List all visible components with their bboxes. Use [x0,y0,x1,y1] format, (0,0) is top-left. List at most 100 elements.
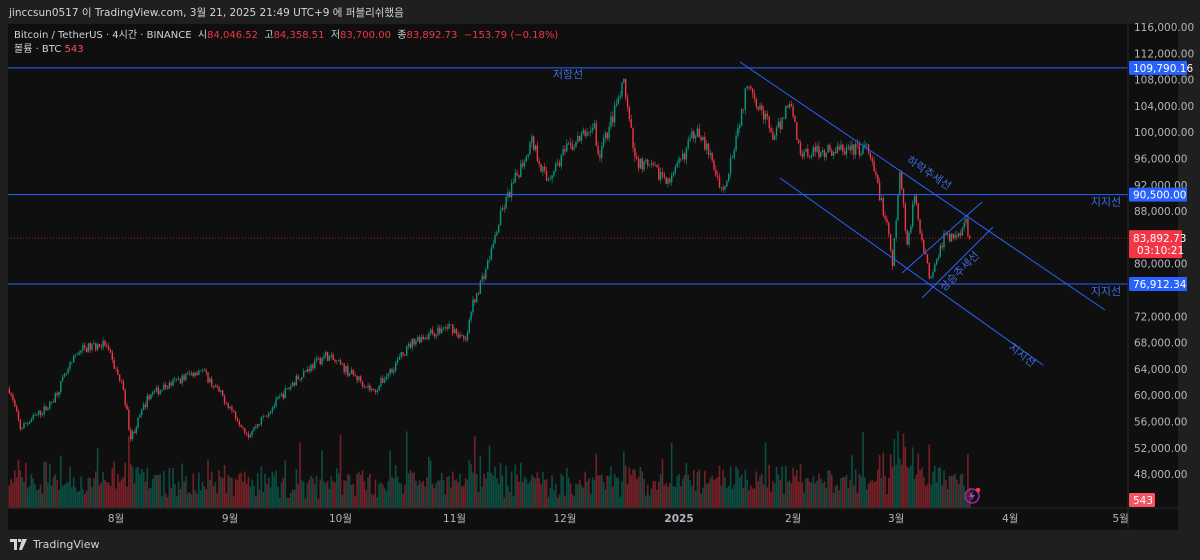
volume-bar [720,485,723,508]
down-trendline[interactable] [739,61,1106,311]
volume-bar [301,480,303,508]
candle [595,123,597,146]
volume-bar [661,459,664,508]
lower-support-trendline[interactable] [779,177,1044,366]
candle [245,433,248,434]
volume-bar [597,475,599,508]
candle [781,117,783,130]
price-tick-label: 68,000.00 [1134,338,1187,350]
last-volume-tag [1129,493,1155,507]
low-value: 83,700.00 [340,30,391,41]
time-tick-label: 3월 [888,513,904,525]
last-price-tag [1129,230,1182,259]
candle [396,359,399,363]
candle [148,395,150,400]
volume-bar [959,474,962,508]
candle [889,234,892,251]
up-channel-upper-line[interactable] [901,201,983,274]
volume-label[interactable]: 볼륨 · BTC [14,44,62,55]
candle [726,180,728,187]
price-axis[interactable]: 116,000.00 112,000.00 108,000.00 104,000.00… [1134,22,1194,481]
candle [711,153,713,161]
candle [564,149,566,152]
volume-bar [142,472,145,508]
volume-bar [440,473,443,508]
volume-bar [512,495,515,508]
candle [740,109,743,126]
volume-bar [808,481,811,508]
candle [277,397,279,399]
legend-ohlc-row: Bitcoin / TetherUS · 4시간 · BINANCE 시84,0… [14,29,558,43]
time-tick-label: 12월 [553,513,576,525]
volume-bar [610,466,612,508]
candle [321,357,323,365]
candle [113,359,115,369]
candle [853,144,855,155]
volume-bar [365,489,368,508]
volume-bar [155,475,158,508]
volume-bar [580,485,583,508]
volume-bar [956,479,958,508]
candle [529,142,531,155]
candle [762,110,765,120]
volume-bar [385,491,388,508]
candle [612,116,614,123]
chart-panel[interactable] [8,24,1178,530]
candle [380,378,382,386]
volume-bar [45,461,47,508]
volume-bar [183,481,185,508]
tradingview-brand[interactable]: TradingView [10,538,99,551]
volume-bar [836,484,839,508]
volume-bar [172,467,174,508]
volume-bar [391,476,393,508]
volume-bar [816,480,818,508]
candle [336,361,338,362]
up-channel-lower-line[interactable] [921,226,994,299]
candle [262,416,264,417]
volume-bar [613,473,616,508]
volume-bar [948,475,951,508]
volume-bar [192,473,195,508]
volume-bar [48,463,51,508]
flash-icon[interactable] [964,487,981,504]
low-label: 저 [330,30,341,41]
volume-bar [221,477,224,508]
time-axis[interactable]: 8월 9월 10월 11월 12월 2025 2월 3월 4월 5월 [108,513,1129,525]
volume-bar [772,481,774,508]
candle [439,327,441,334]
volume-bar [742,487,745,508]
volume-bar [496,478,498,508]
volume-bar [54,474,57,508]
candle [352,369,355,375]
candle [334,359,336,362]
candle [843,151,846,155]
volume-bar [65,482,68,508]
volume-bar [897,431,899,508]
candle [967,218,969,236]
volume-bar [915,474,918,508]
volume-bar [131,466,134,508]
candle [928,263,930,279]
candle [687,140,689,148]
volume-bar [784,465,787,508]
candle [753,93,756,99]
volume-bar [242,481,244,508]
candle [444,327,447,328]
volume-bar [267,477,270,508]
volume-bar [637,476,640,508]
volume-bar [389,450,391,508]
volume-bar [543,480,546,508]
volume-bar [400,483,402,508]
last-price-text: 83,892.73 [1133,233,1186,245]
price-tick-label: 72,000.00 [1134,311,1187,323]
volume-bar [558,494,561,508]
candle [875,171,877,176]
candle [435,334,437,337]
symbol-info[interactable]: Bitcoin / TetherUS · 4시간 · BINANCE [14,30,192,41]
volume-bar [494,466,496,508]
volume-bar [840,477,842,508]
candle [729,157,732,174]
volume-bar [492,475,494,508]
price-tick-label: 108,000.00 [1134,75,1194,87]
